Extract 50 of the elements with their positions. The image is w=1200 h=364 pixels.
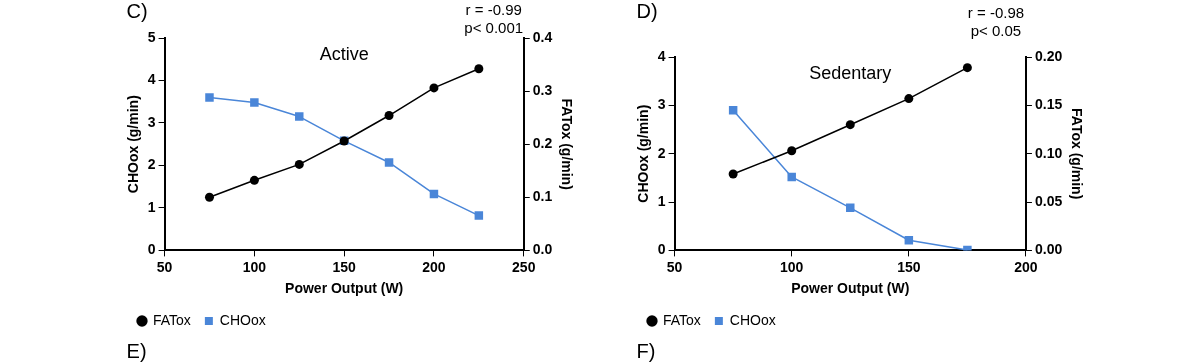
x-tick-label: 250 bbox=[512, 258, 536, 275]
x-tick-label: 150 bbox=[897, 258, 921, 275]
x-tick-label: 150 bbox=[332, 258, 357, 275]
legend-label: FATox bbox=[663, 311, 701, 328]
y-tick-label: 5 bbox=[147, 28, 156, 45]
text: E) bbox=[126, 339, 147, 362]
chart-title: Sedentary bbox=[809, 62, 892, 83]
y2-axis-title: FATox (g/min) bbox=[1068, 108, 1085, 200]
x-tick-label: 100 bbox=[780, 258, 804, 275]
y2-tick-label: 0.1 bbox=[532, 188, 553, 205]
text: F) bbox=[636, 339, 656, 362]
y-axis-title: CHOox (g/min) bbox=[125, 95, 142, 194]
y2-tick-label: 0.0 bbox=[532, 241, 553, 258]
legend-label: FATox bbox=[153, 311, 191, 328]
x-tick-label: 50 bbox=[666, 258, 683, 275]
y2-tick-label: 0.00 bbox=[1034, 241, 1063, 258]
y2-tick-label: 0.2 bbox=[532, 135, 553, 152]
text: D) bbox=[636, 0, 658, 22]
y-axis-title: CHOox (g/min) bbox=[635, 104, 652, 203]
y2-tick-label: 0.05 bbox=[1034, 192, 1063, 209]
x-axis-title: Power Output (W) bbox=[285, 280, 404, 297]
y-tick-label: 3 bbox=[147, 113, 156, 130]
y2-tick-label: 0.3 bbox=[532, 81, 553, 98]
y-tick-label: 4 bbox=[147, 71, 156, 88]
y-tick-label: 4 bbox=[657, 47, 666, 64]
y2-tick-label: 0.4 bbox=[532, 28, 553, 45]
legend-label: CHOox bbox=[729, 311, 776, 328]
y-tick-label: 0 bbox=[147, 241, 156, 258]
text: p< 0.05 bbox=[970, 21, 1022, 39]
y-tick-label: 1 bbox=[147, 198, 156, 215]
text: p< 0.001 bbox=[464, 18, 524, 36]
y-tick-label: 2 bbox=[657, 144, 666, 161]
y2-tick-label: 0.20 bbox=[1034, 47, 1063, 64]
legend-label: CHOox bbox=[219, 311, 266, 328]
chart-title: Active bbox=[319, 43, 369, 64]
y2-tick-label: 0.15 bbox=[1034, 96, 1063, 113]
y-tick-label: 2 bbox=[147, 156, 156, 173]
y2-tick-label: 0.10 bbox=[1034, 144, 1063, 161]
text: r = -0.98 bbox=[967, 3, 1025, 21]
y2-axis-title: FATox (g/min) bbox=[558, 98, 575, 190]
y-tick-label: 3 bbox=[657, 96, 666, 113]
x-tick-label: 100 bbox=[242, 258, 267, 275]
y-tick-label: 0 bbox=[657, 241, 666, 258]
x-tick-label: 200 bbox=[1014, 258, 1038, 275]
x-tick-label: 200 bbox=[422, 258, 446, 275]
y-tick-label: 1 bbox=[657, 192, 666, 209]
text: C) bbox=[126, 0, 148, 22]
text: r = -0.99 bbox=[465, 0, 522, 18]
x-axis-title: Power Output (W) bbox=[791, 280, 910, 297]
x-tick-label: 50 bbox=[156, 258, 173, 275]
